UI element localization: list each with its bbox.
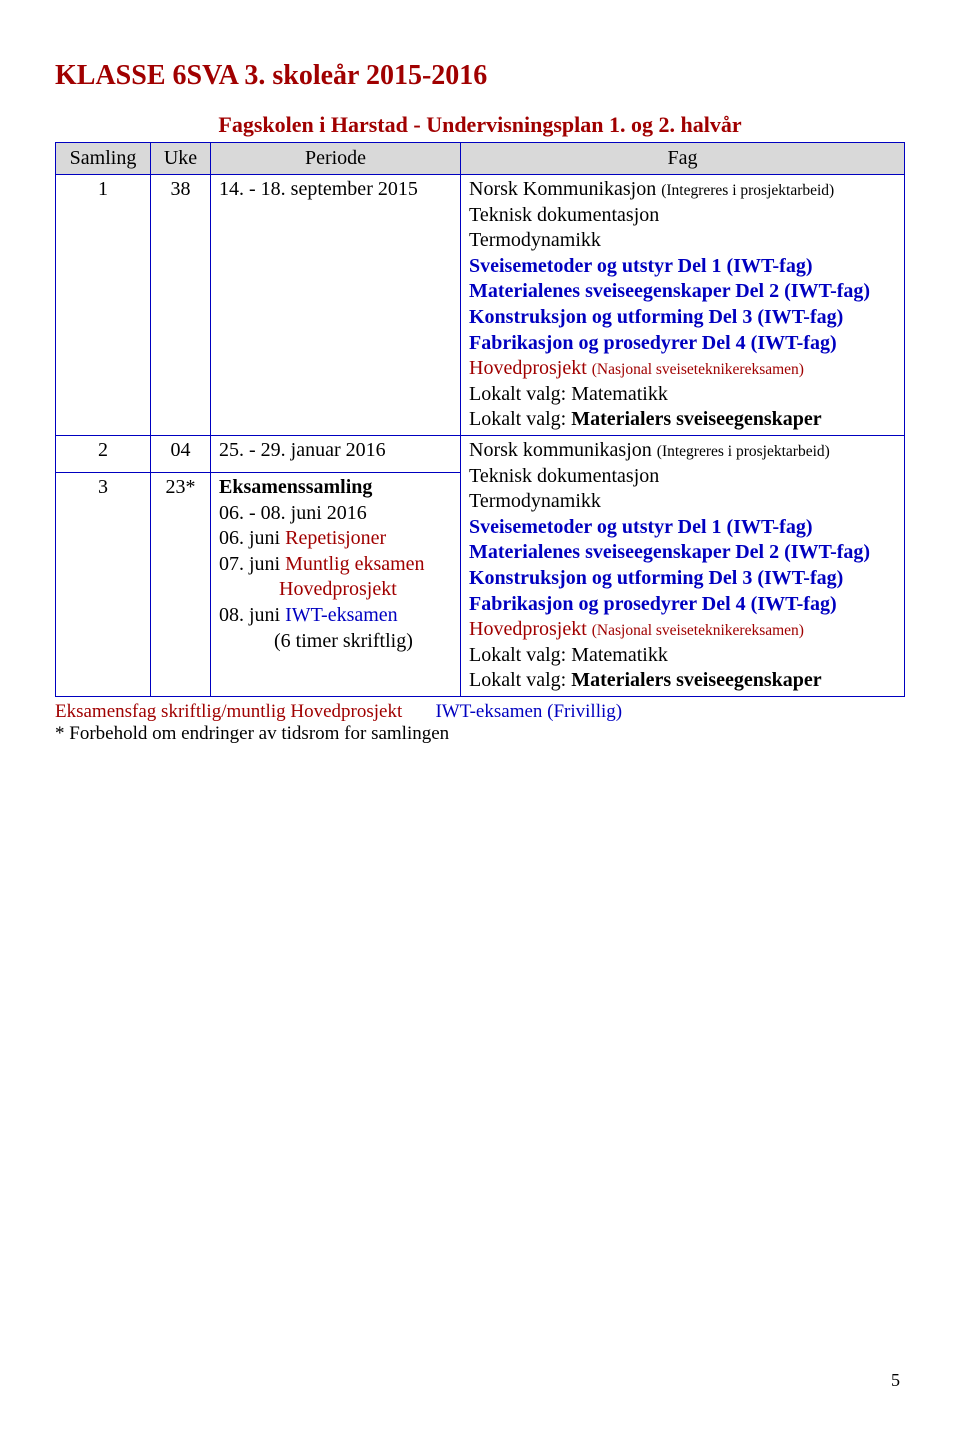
footer-right: IWT-eksamen (Frivillig) — [435, 701, 622, 722]
text-span: (Integreres i prosjektarbeid) — [661, 182, 834, 199]
cell-uke: 23* — [151, 473, 211, 697]
text-span: Lokalt valg: — [469, 669, 571, 691]
footer-line-1: Eksamensfag skriftlig/muntlig Hovedprosj… — [55, 701, 905, 723]
text-span: Repetisjoner — [285, 527, 386, 549]
cell-periode: Eksamenssamling 06. - 08. juni 2016 06. j… — [211, 473, 461, 697]
text-span: Fabrikasjon og prosedyrer Del 4 (IWT-fag… — [469, 332, 837, 354]
footer-left: Eksamensfag skriftlig/muntlig Hovedprosj… — [55, 701, 402, 722]
text-span: Lokalt valg: Matematikk — [469, 383, 668, 405]
text-span — [219, 630, 274, 652]
text-span: Teknisk dokumentasjon — [469, 204, 659, 226]
text-span: Materialenes sveiseegenskaper Del 2 (IWT… — [469, 280, 870, 302]
text-span: 06. juni — [219, 527, 285, 549]
text-span: Materialenes sveiseegenskaper Del 2 (IWT… — [469, 541, 870, 563]
schedule-table: Samling Uke Periode Fag 138 14. - 18. sep… — [55, 142, 905, 697]
cell-samling: 3 — [56, 473, 151, 697]
text-span: Lokalt valg: Matematikk — [469, 644, 668, 666]
cell-samling: 1 — [56, 175, 151, 436]
text-span: 07. juni — [219, 553, 285, 575]
text-span: IWT-eksamen — [285, 604, 398, 626]
cell-fag: Norsk kommunikasjon (Integreres i prosje… — [461, 435, 905, 696]
cell-uke: 04 — [151, 435, 211, 472]
text-span: Sveisemetoder og utstyr Del 1 (IWT-fag) — [469, 516, 812, 538]
text-span: Norsk Kommunikasjon — [469, 178, 661, 200]
table-header-row: Samling Uke Periode Fag — [56, 143, 905, 175]
subtitle: Fagskolen i Harstad - Undervisningsplan … — [55, 112, 905, 138]
text-span: Konstruksjon og utforming Del 3 (IWT-fag… — [469, 567, 843, 589]
text-span: (Integreres i prosjektarbeid) — [657, 443, 830, 460]
text-span: Eksamenssamling — [219, 476, 372, 498]
cell-uke: 38 — [151, 175, 211, 436]
text-span: Sveisemetoder og utstyr Del 1 (IWT-fag) — [469, 255, 812, 277]
text-span: Materialers sveiseegenskaper — [571, 408, 821, 430]
text-span: 14. - 18. september 2015 — [219, 178, 418, 200]
cell-periode: 25. - 29. januar 2016 — [211, 435, 461, 472]
col-samling: Samling — [56, 143, 151, 175]
text-span: Teknisk dokumentasjon — [469, 465, 659, 487]
text-span: Konstruksjon og utforming Del 3 (IWT-fag… — [469, 306, 843, 328]
text-span: Fabrikasjon og prosedyrer Del 4 (IWT-fag… — [469, 593, 837, 615]
col-fag: Fag — [461, 143, 905, 175]
page-number: 5 — [891, 1370, 900, 1391]
cell-periode: 14. - 18. september 2015 — [211, 175, 461, 436]
text-span: 25. - 29. januar 2016 — [219, 439, 386, 461]
text-span: (Nasjonal sveiseteknikereksamen) — [592, 361, 804, 378]
text-span: Muntlig eksamen — [285, 553, 424, 575]
text-span: Norsk kommunikasjon — [469, 439, 657, 461]
cell-samling: 2 — [56, 435, 151, 472]
text-span: Materialers sveiseegenskaper — [571, 669, 821, 691]
col-uke: Uke — [151, 143, 211, 175]
text-span: (6 timer skriftlig) — [274, 630, 413, 652]
text-span: Termodynamikk — [469, 490, 601, 512]
text-span: Hovedprosjekt — [469, 618, 592, 640]
cell-fag: Norsk Kommunikasjon (Integreres i prosje… — [461, 175, 905, 436]
table-row: 138 14. - 18. september 2015 Norsk Kommuni… — [56, 175, 905, 436]
text-span: (Nasjonal sveiseteknikereksamen) — [592, 622, 804, 639]
text-span: Hovedprosjekt — [469, 357, 592, 379]
text-span: 08. juni — [219, 604, 285, 626]
table-row: 204 25. - 29. januar 2016 Norsk kommunikas… — [56, 435, 905, 472]
page-title: KLASSE 6SVA 3. skoleår 2015-2016 — [55, 60, 905, 92]
text-span: Termodynamikk — [469, 229, 601, 251]
text-span: 06. - 08. juni 2016 — [219, 502, 367, 524]
footer-line-2: * Forbehold om endringer av tidsrom for … — [55, 723, 905, 745]
col-periode: Periode — [211, 143, 461, 175]
text-span: Hovedprosjekt — [219, 578, 397, 600]
text-span: Lokalt valg: — [469, 408, 571, 430]
